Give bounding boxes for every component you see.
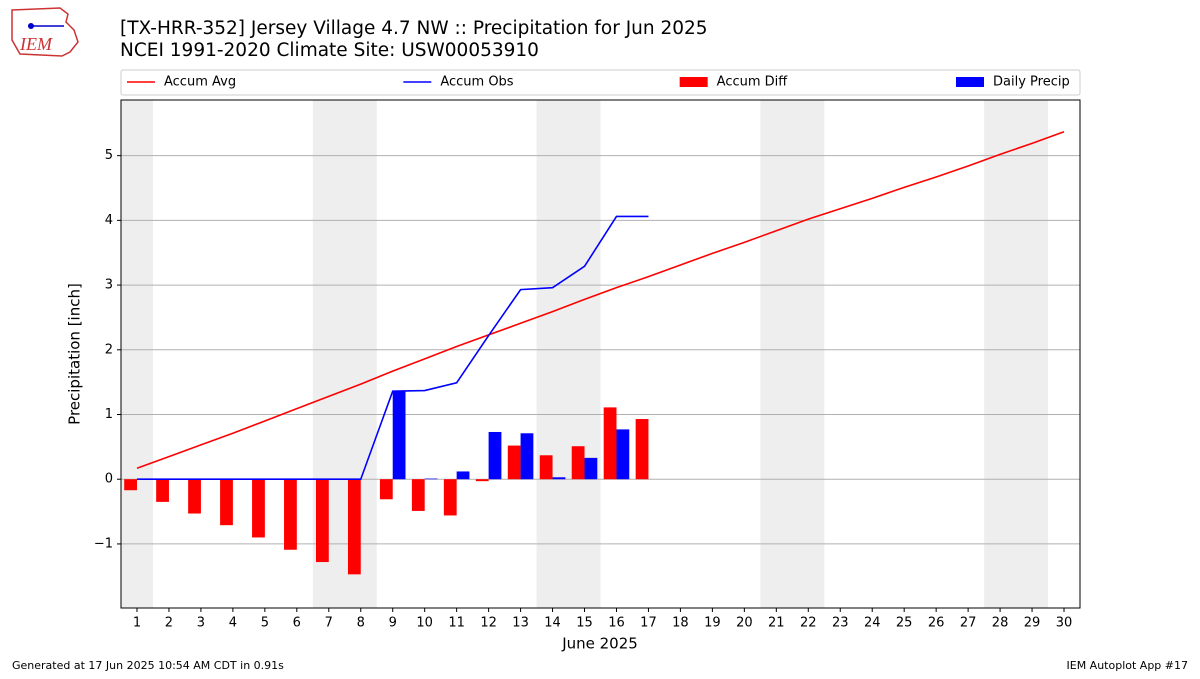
x-tick-label: 6 xyxy=(293,616,301,631)
weekend-shade xyxy=(536,100,601,608)
bar xyxy=(284,479,297,550)
legend-label: Accum Obs xyxy=(440,75,513,90)
y-tick-label: 0 xyxy=(105,472,113,487)
x-tick-label: 28 xyxy=(992,616,1009,631)
bar xyxy=(584,457,598,480)
bar xyxy=(488,431,502,480)
x-tick-label: 26 xyxy=(928,616,945,631)
x-axis-label: June 2025 xyxy=(561,635,638,653)
x-tick-label: 16 xyxy=(608,616,625,631)
x-tick-label: 3 xyxy=(197,616,205,631)
x-tick-label: 14 xyxy=(544,616,561,631)
bar xyxy=(616,429,630,480)
plot-frame xyxy=(120,99,1081,609)
line xyxy=(136,130,1065,469)
bar xyxy=(571,446,585,480)
bar xyxy=(520,433,534,480)
bar xyxy=(188,479,201,514)
legend-label: Accum Avg xyxy=(164,75,236,90)
x-tick-label: 23 xyxy=(832,616,849,631)
x-tick-label: 5 xyxy=(261,616,269,631)
logo: IEM xyxy=(11,7,79,57)
bar xyxy=(156,479,169,502)
bar xyxy=(456,471,470,480)
x-tick-label: 13 xyxy=(512,616,529,631)
x-tick-label: 11 xyxy=(448,616,465,631)
x-tick-label: 4 xyxy=(229,616,237,631)
bar xyxy=(539,455,553,480)
chart-subtitle: NCEI 1991-2020 Climate Site: USW00053910 xyxy=(120,40,539,61)
y-axis-label: Precipitation [inch] xyxy=(66,283,84,425)
bar xyxy=(347,479,361,575)
bar xyxy=(552,477,566,480)
y-tick-label: −1 xyxy=(94,536,113,551)
x-tick-label: 17 xyxy=(640,616,657,631)
legend-label: Daily Precip xyxy=(993,75,1070,90)
x-tick-label: 19 xyxy=(704,616,721,631)
y-tick-label: 3 xyxy=(105,278,113,293)
bar xyxy=(220,479,233,526)
x-tick-label: 21 xyxy=(768,616,785,631)
y-tick-label: 4 xyxy=(105,213,113,228)
x-tick-label: 22 xyxy=(800,616,817,631)
weekend-shade xyxy=(984,100,1049,608)
y-tick-label: 1 xyxy=(105,407,113,422)
legend-label: Accum Diff xyxy=(717,75,789,90)
x-tick-label: 27 xyxy=(960,616,977,631)
bar xyxy=(424,478,438,480)
y-tick-label: 5 xyxy=(105,148,113,163)
legend xyxy=(120,69,1081,96)
weekend-shade xyxy=(121,100,153,608)
bar xyxy=(475,479,489,482)
x-tick-label: 10 xyxy=(416,616,433,631)
x-tick-label: 29 xyxy=(1024,616,1041,631)
x-tick-label: 25 xyxy=(896,616,913,631)
y-tick-label: 2 xyxy=(105,342,113,357)
x-tick-label: 18 xyxy=(672,616,689,631)
bar xyxy=(379,479,393,500)
x-tick-label: 20 xyxy=(736,616,753,631)
weekend-shade xyxy=(760,100,825,608)
bar xyxy=(443,479,457,516)
bar xyxy=(252,479,265,538)
x-tick-label: 1 xyxy=(133,616,141,631)
bar xyxy=(315,479,329,563)
footer-right: IEM Autoplot App #17 xyxy=(1067,659,1189,672)
footer-left: Generated at 17 Jun 2025 10:54 AM CDT in… xyxy=(12,659,284,672)
x-tick-label: 2 xyxy=(165,616,173,631)
x-tick-label: 30 xyxy=(1056,616,1073,631)
x-tick-label: 7 xyxy=(325,616,333,631)
bar xyxy=(411,479,425,511)
line xyxy=(136,215,649,481)
x-tick-label: 15 xyxy=(576,616,593,631)
logo-text: IEM xyxy=(19,34,53,54)
x-tick-label: 8 xyxy=(357,616,365,631)
legend-swatch xyxy=(679,77,708,87)
x-tick-label: 12 xyxy=(480,616,497,631)
chart-title: [TX-HRR-352] Jersey Village 4.7 NW :: Pr… xyxy=(120,18,708,39)
bar xyxy=(603,407,617,480)
x-tick-label: 24 xyxy=(864,616,881,631)
x-tick-label: 9 xyxy=(389,616,397,631)
bar xyxy=(507,445,521,480)
bar xyxy=(392,391,406,480)
bar xyxy=(635,419,649,480)
bar xyxy=(124,479,137,491)
legend-swatch xyxy=(956,77,984,87)
